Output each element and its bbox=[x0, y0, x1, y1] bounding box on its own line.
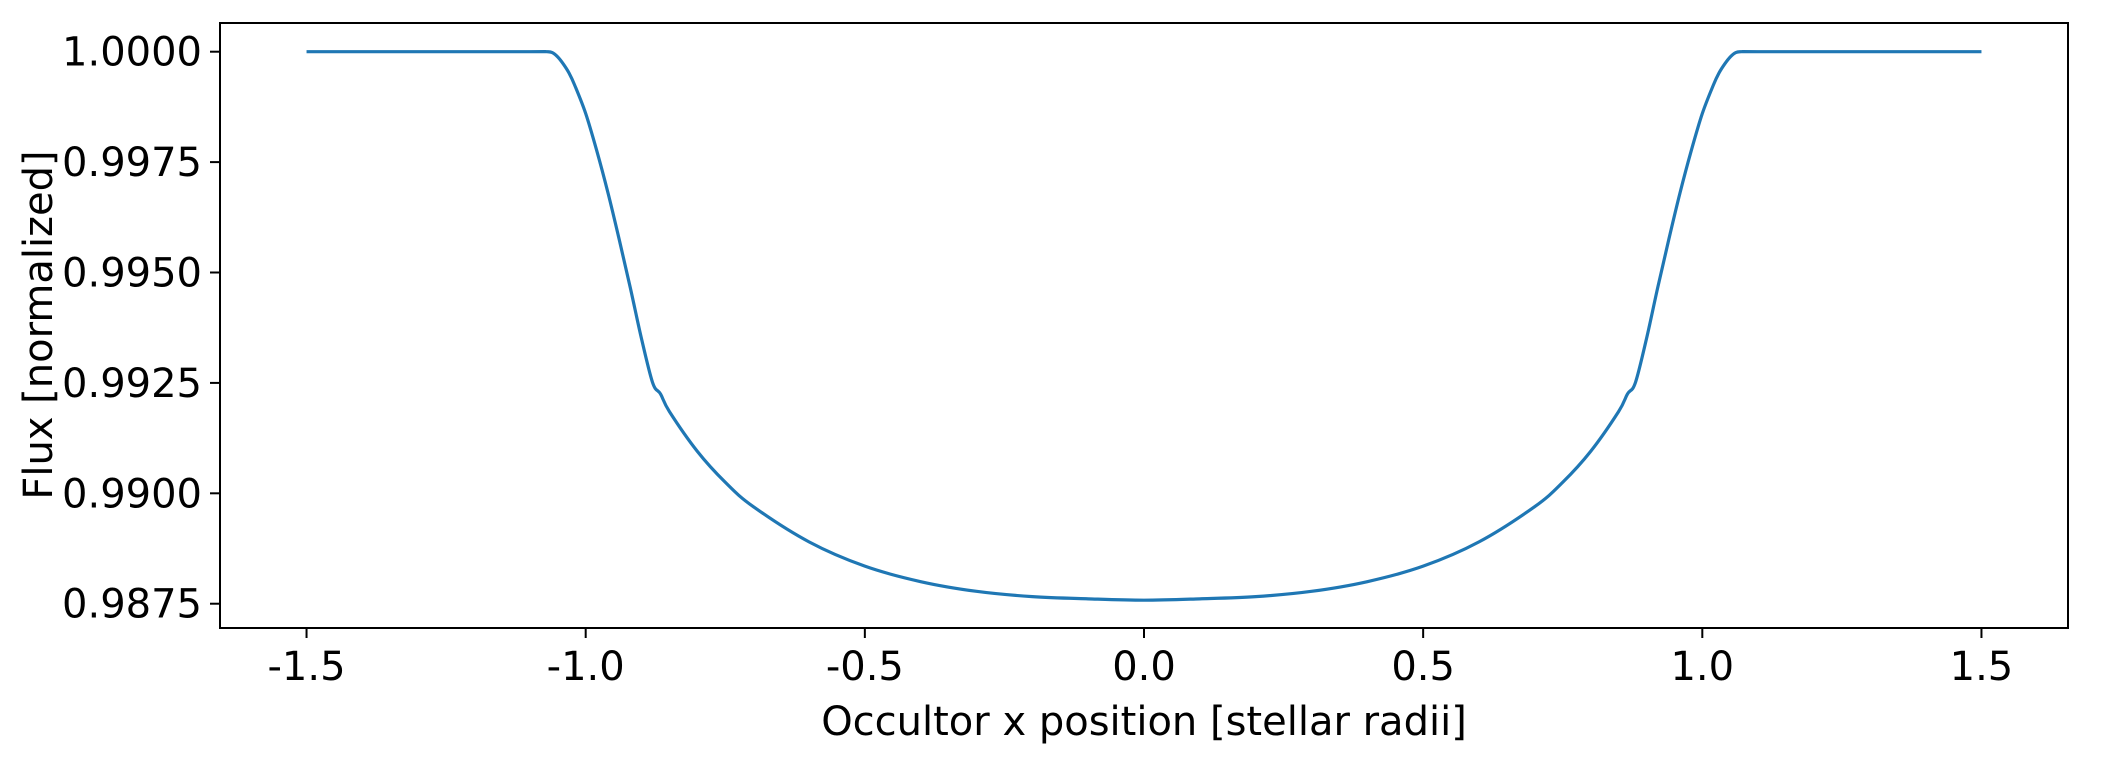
y-tick-label: 0.9875 bbox=[62, 582, 202, 628]
x-tick-label: -1.0 bbox=[547, 644, 625, 690]
y-tick-label: 0.9975 bbox=[62, 140, 202, 186]
y-tick-label: 1.0000 bbox=[62, 30, 202, 76]
plot-frame bbox=[219, 22, 2069, 629]
x-tick-label: 0.0 bbox=[1112, 644, 1176, 690]
x-tick-label: -0.5 bbox=[826, 644, 904, 690]
series-line bbox=[306, 50, 1982, 602]
x-tick-label: 1.5 bbox=[1950, 644, 2014, 690]
y-tick-label: 0.9900 bbox=[62, 471, 202, 517]
x-tick-label: -1.5 bbox=[268, 644, 346, 690]
y-tick-label: 0.9950 bbox=[62, 251, 202, 297]
y-tick-label: 0.9925 bbox=[62, 361, 202, 407]
y-axis-ticks: 0.9875 0.9900 0.9925 0.9950 0.9975 1.0000 bbox=[62, 30, 220, 628]
x-axis-label: Occultor x position [stellar radii] bbox=[821, 699, 1467, 745]
x-tick-label: 0.5 bbox=[1391, 644, 1455, 690]
x-tick-label: 1.0 bbox=[1670, 644, 1734, 690]
x-axis-ticks: -1.5 -1.0 -0.5 0.0 0.5 1.0 1.5 bbox=[268, 628, 2014, 690]
y-axis-label: Flux [normalized] bbox=[16, 150, 62, 499]
series-layer bbox=[306, 50, 1982, 602]
